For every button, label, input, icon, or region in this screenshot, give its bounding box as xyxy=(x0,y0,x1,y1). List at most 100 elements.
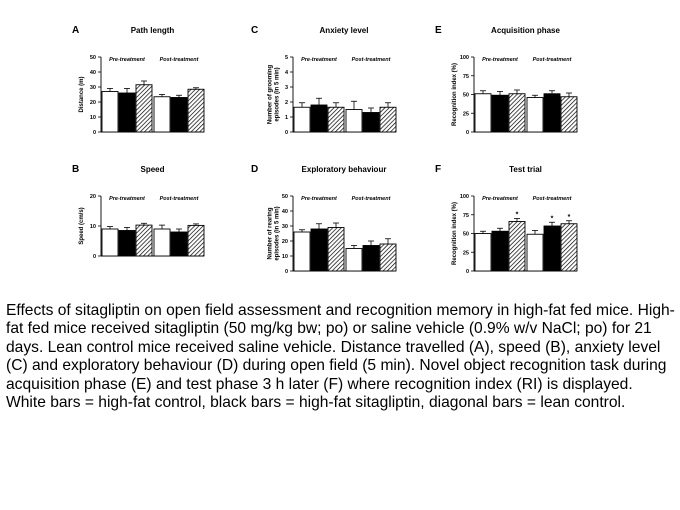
y-tick-label: 50 xyxy=(90,55,96,61)
y-axis-label: Speed (cm/s) xyxy=(79,207,85,244)
y-axis-label-line: Number of rearing xyxy=(268,207,274,259)
group-label: Post-treatment xyxy=(352,196,392,202)
y-tick-label: 5 xyxy=(285,55,288,61)
y-tick-label: 50 xyxy=(282,194,288,200)
y-axis-label-line: Recognition index (%) xyxy=(452,63,458,126)
bar xyxy=(153,96,171,133)
y-axis-label-line: Speed (cm/s) xyxy=(79,207,85,244)
panel-letter: D xyxy=(251,164,258,175)
group-label: Pre-treatment xyxy=(109,57,146,63)
y-tick-label: 0 xyxy=(285,130,288,136)
y-tick-label: 0 xyxy=(285,269,288,275)
bar xyxy=(153,228,171,257)
y-tick-label: 10 xyxy=(90,224,96,230)
bar xyxy=(526,233,544,272)
bar xyxy=(362,112,380,133)
bar xyxy=(118,92,136,133)
panel-title: Anxiety level xyxy=(320,26,369,35)
panel-a: A Path length 0 10 20 30 40 50 Distance (m) Pre-t… xyxy=(72,25,205,136)
y-axis-label-line: Distance (m) xyxy=(79,76,85,112)
y-tick-label: 1 xyxy=(285,115,288,121)
y-tick-label: 75 xyxy=(463,74,469,80)
bar xyxy=(379,106,397,133)
y-tick-label: 25 xyxy=(463,111,469,117)
y-tick-label: 100 xyxy=(460,55,469,61)
y-tick-label: 30 xyxy=(282,224,288,230)
y-tick-label: 2 xyxy=(285,100,288,106)
panel-letter: A xyxy=(72,25,79,36)
panel-title: Test trial xyxy=(509,165,542,174)
bar xyxy=(187,224,205,257)
panel-title: Exploratory behaviour xyxy=(302,165,387,174)
y-tick-label: 3 xyxy=(285,85,288,91)
y-axis-label-line: episodes (in 5 min) xyxy=(275,67,281,121)
panel-b: B Speed 0 10 20 Speed (cm/s) Pre-treatment Post… xyxy=(72,164,205,260)
y-axis-label: Recognition index (%) xyxy=(452,202,458,265)
y-tick-label: 0 xyxy=(466,269,469,275)
bar xyxy=(474,93,492,133)
bar xyxy=(560,223,578,272)
bar xyxy=(508,221,526,272)
y-tick-label: 40 xyxy=(90,70,96,76)
bar xyxy=(170,97,188,133)
group-label: Post-treatment xyxy=(160,57,200,63)
group-label: Post-treatment xyxy=(533,196,573,202)
bar xyxy=(543,225,561,272)
panel-letter: F xyxy=(435,164,441,175)
bar xyxy=(310,228,328,272)
bar xyxy=(491,94,509,133)
y-tick-label: 20 xyxy=(90,194,96,200)
bar xyxy=(491,230,509,272)
y-axis-label: Number of groomingepisodes (in 5 min) xyxy=(268,65,281,125)
panel-letter: C xyxy=(251,25,258,36)
bar xyxy=(101,228,119,257)
bar xyxy=(379,243,397,272)
bar xyxy=(310,104,328,133)
bar xyxy=(293,106,311,133)
significance-mark: * xyxy=(568,214,571,221)
y-tick-label: 20 xyxy=(90,100,96,106)
significance-mark: * xyxy=(551,215,554,222)
significance-mark: * xyxy=(516,212,519,219)
y-axis-label: Number of rearingepisodes (in 5 min) xyxy=(268,206,281,260)
panel-title: Acquisition phase xyxy=(491,26,560,35)
bar xyxy=(560,96,578,133)
panel-c: C Anxiety level 0 1 2 3 4 5 Number of groomingep… xyxy=(251,25,397,136)
y-tick-label: 75 xyxy=(463,213,469,219)
bar xyxy=(526,97,544,133)
y-tick-label: 25 xyxy=(463,250,469,256)
y-axis-label-line: Recognition index (%) xyxy=(452,202,458,265)
figure-caption: Effects of sitagliptin on open field ass… xyxy=(6,302,675,412)
group-label: Pre-treatment xyxy=(301,57,338,63)
y-axis-label-line: episodes (in 5 min) xyxy=(275,206,281,260)
y-axis-label: Recognition index (%) xyxy=(452,63,458,126)
y-tick-label: 20 xyxy=(282,239,288,245)
y-axis-label-line: Number of grooming xyxy=(268,65,274,125)
group-label: Pre-treatment xyxy=(482,57,519,63)
bar xyxy=(362,245,380,272)
bar xyxy=(345,248,363,272)
bar xyxy=(345,109,363,133)
panel-letter: B xyxy=(72,164,79,175)
bar xyxy=(293,231,311,272)
y-tick-label: 40 xyxy=(282,209,288,215)
y-tick-label: 50 xyxy=(463,93,469,99)
bar xyxy=(327,106,345,133)
bar xyxy=(135,224,153,257)
bar xyxy=(327,227,345,272)
group-label: Post-treatment xyxy=(160,196,200,202)
y-tick-label: 4 xyxy=(285,70,289,76)
panel-title: Path length xyxy=(131,26,175,35)
group-label: Pre-treatment xyxy=(109,196,146,202)
bar xyxy=(118,230,136,257)
panel-letter: E xyxy=(435,25,442,36)
bar xyxy=(187,88,205,133)
bar xyxy=(135,84,153,133)
bar xyxy=(170,231,188,257)
bar xyxy=(474,233,492,272)
group-label: Pre-treatment xyxy=(301,196,338,202)
bar xyxy=(508,93,526,133)
y-tick-label: 0 xyxy=(93,130,96,136)
y-tick-label: 10 xyxy=(90,115,96,121)
